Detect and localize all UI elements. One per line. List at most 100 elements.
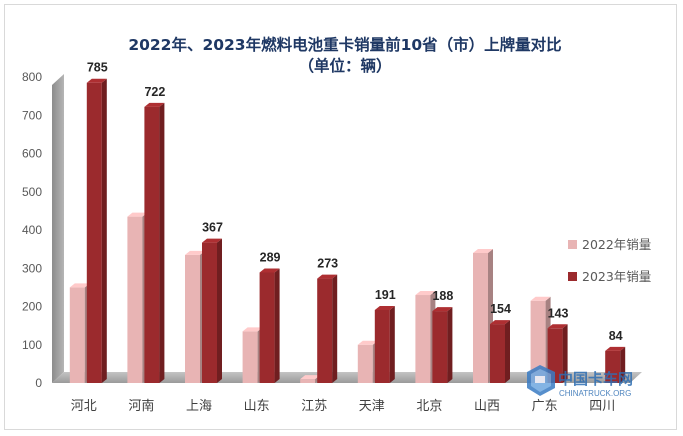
bar-side <box>505 320 510 383</box>
data-label: 367 <box>202 221 223 235</box>
category-label: 河南 <box>128 398 154 414</box>
bar-side <box>332 274 338 383</box>
bar-front <box>317 278 333 383</box>
data-label: 143 <box>548 306 569 320</box>
bar-2023 <box>202 238 222 383</box>
bar-front <box>473 252 488 383</box>
bar-front <box>432 311 448 383</box>
bar-top <box>300 375 321 380</box>
data-label: 191 <box>375 288 396 302</box>
data-label: 785 <box>87 61 108 75</box>
category-label: 四川 <box>589 399 615 414</box>
category-label: 上海 <box>186 399 212 414</box>
bar-top <box>259 268 280 273</box>
category-label: 河北 <box>71 399 97 414</box>
bar-top <box>86 78 107 83</box>
y-tick-label: 0 <box>35 376 42 390</box>
bar-front <box>86 82 102 384</box>
y-tick-label: 300 <box>22 261 42 275</box>
bar-top <box>473 248 493 253</box>
category-label: 天津 <box>359 399 385 414</box>
bar-side <box>274 268 280 383</box>
chart-title: 2022年、2023年燃料电池重卡销量前10省（市）上牌量对比 <box>128 35 561 54</box>
bar-front <box>357 344 373 383</box>
bar-top <box>144 102 165 107</box>
legend-swatch-2022 <box>568 240 577 249</box>
bar-top <box>357 340 378 345</box>
legend-label-2022: 2022年销量 <box>582 237 651 252</box>
data-label: 273 <box>317 257 338 271</box>
data-label: 722 <box>144 85 165 99</box>
category-label: 北京 <box>416 399 442 414</box>
bar-front <box>185 254 200 383</box>
bar-top <box>69 283 90 288</box>
y-tick-label: 100 <box>22 338 42 352</box>
bar-top <box>432 307 453 312</box>
legend-label-2023: 2023年销量 <box>582 269 651 284</box>
bar-side <box>447 307 453 383</box>
y-tick-label: 400 <box>22 223 42 237</box>
bar-side <box>620 346 626 383</box>
bar-2023 <box>259 268 280 383</box>
bar-top <box>374 305 395 310</box>
bar-front <box>415 295 431 383</box>
bar-front <box>242 331 258 383</box>
y-tick-label: 800 <box>22 70 42 84</box>
bar-front <box>374 309 390 383</box>
bar-top <box>490 320 510 325</box>
bar-side <box>159 102 165 384</box>
bar-front <box>259 272 275 383</box>
data-label: 154 <box>490 302 511 316</box>
legend: 2022年销量 2023年销量 <box>568 237 651 284</box>
bar-top <box>415 291 436 296</box>
bar-2023 <box>144 102 165 384</box>
bar-front <box>300 379 316 383</box>
y-tick-label: 600 <box>22 147 42 161</box>
bar-2023 <box>317 274 338 383</box>
bar-side <box>562 324 568 383</box>
truck-logo-icon <box>527 365 555 396</box>
category-label: 广东 <box>532 399 558 414</box>
chart-subtitle: （单位：辆） <box>298 56 391 75</box>
bar-side <box>389 305 395 383</box>
watermark-logo: 中国卡车网 CHINATRUCK.ORG <box>527 365 633 398</box>
data-label: 289 <box>260 250 281 264</box>
chart-side-wall <box>52 74 64 383</box>
bar-2023 <box>432 307 453 383</box>
category-label: 山东 <box>244 399 270 414</box>
data-label: 188 <box>432 289 453 303</box>
watermark-url: CHINATRUCK.ORG <box>559 389 631 398</box>
bar-2023 <box>547 324 568 383</box>
data-label: 84 <box>609 329 623 343</box>
bar-front <box>605 350 621 383</box>
bar-front <box>69 287 85 383</box>
y-tick-label: 200 <box>22 300 42 314</box>
bar-top <box>547 324 568 329</box>
bar-2023 <box>374 305 395 383</box>
bar-front <box>127 216 143 383</box>
bar-top <box>242 327 263 332</box>
bar-top <box>127 212 148 217</box>
bar-top <box>202 238 222 243</box>
bar-2023 <box>490 320 510 383</box>
y-tick-label: 500 <box>22 185 42 199</box>
bar-side <box>101 78 107 384</box>
bar-front <box>202 242 217 383</box>
bar-top <box>185 250 205 255</box>
bar-top <box>317 274 338 279</box>
bar-front <box>547 328 563 383</box>
bar-2023 <box>86 78 107 384</box>
category-label: 江苏 <box>301 398 327 414</box>
watermark-text: 中国卡车网 <box>558 370 633 388</box>
bar-2023 <box>605 346 626 383</box>
bar-side <box>217 238 222 383</box>
legend-swatch-2023 <box>568 272 577 281</box>
bar-front <box>530 300 546 383</box>
bar-top <box>605 346 626 351</box>
bar-front <box>490 324 505 383</box>
category-label: 山西 <box>474 399 500 414</box>
bar-top <box>530 296 551 301</box>
y-tick-label: 700 <box>22 108 42 122</box>
bar-front <box>144 106 160 384</box>
